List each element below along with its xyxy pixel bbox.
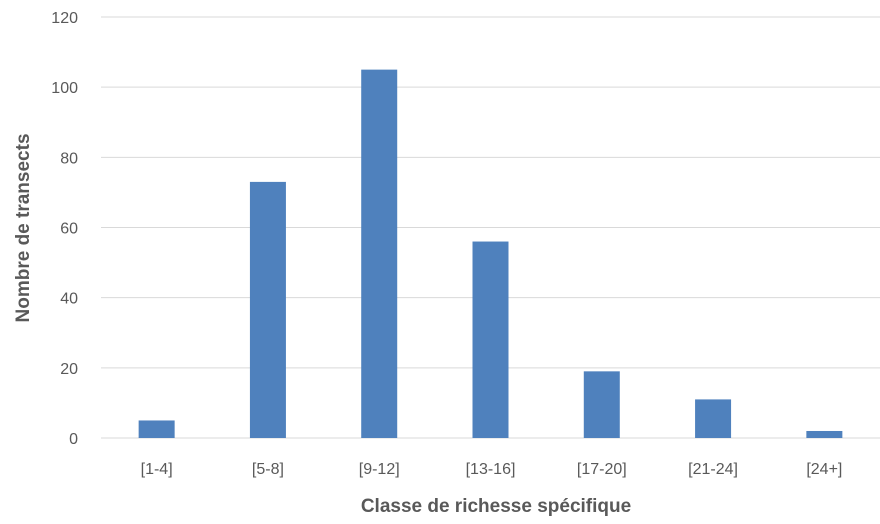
bar-[21-24]: [695, 399, 732, 438]
y-tick-label: 20: [60, 361, 78, 378]
bar-[24+]: [806, 430, 843, 438]
bar-[5-8]: [249, 181, 286, 438]
x-tick-label: [24+]: [806, 461, 842, 478]
y-tick-labels: 0 20 40 60 80 100 120: [51, 10, 78, 448]
y-tick-label: 40: [60, 291, 78, 308]
x-tick-label: [13-16]: [466, 461, 516, 478]
x-tick-label: [21-24]: [688, 461, 738, 478]
x-axis-title: Classe de richesse spécifique: [361, 496, 631, 517]
y-tick-label: 120: [51, 10, 78, 27]
y-tick-label: 80: [60, 150, 78, 167]
x-tick-labels: [1-4] [5-8] [9-12] [13-16] [17-20] [21-24] [24…: [141, 461, 843, 478]
y-axis-title: Nombre de transects: [13, 133, 34, 322]
bar-[13-16]: [472, 241, 509, 438]
y-tick-label: 100: [51, 80, 78, 97]
y-tick-label: 0: [69, 431, 78, 448]
x-tick-label: [17-20]: [577, 461, 627, 478]
bar-[1-4]: [138, 420, 175, 438]
x-tick-label: [1-4]: [141, 461, 173, 478]
bar-[17-20]: [583, 371, 620, 438]
x-tick-label: [5-8]: [252, 461, 284, 478]
bars: [138, 69, 843, 438]
y-tick-label: 60: [60, 221, 78, 238]
x-tick-label: [9-12]: [359, 461, 400, 478]
bar-[9-12]: [361, 69, 398, 438]
